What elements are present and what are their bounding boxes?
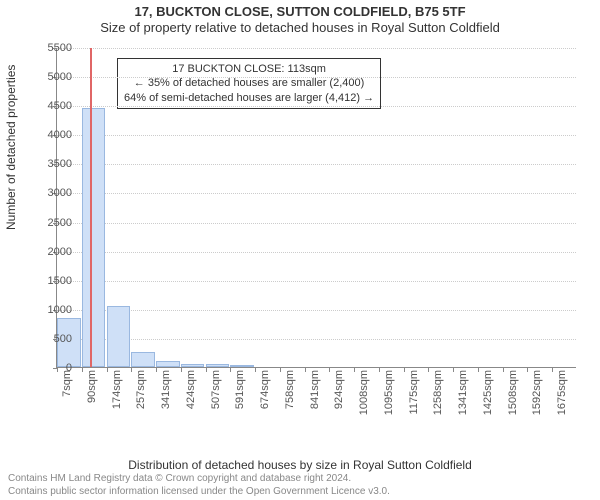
xtick-label: 758sqm [284,370,296,409]
chart-area: 17 BUCKTON CLOSE: 113sqm ← 35% of detach… [56,48,576,418]
xtick-label: 1175sqm [408,370,420,414]
footer-attribution: Contains HM Land Registry data © Crown c… [8,473,592,498]
chart-title-1: 17, BUCKTON CLOSE, SUTTON COLDFIELD, B75… [0,4,600,19]
xtick-mark [131,368,132,372]
ytick-label: 2000 [48,246,72,258]
gridline [57,77,576,78]
xtick-label: 1095sqm [383,370,395,415]
histogram-bar [181,364,205,367]
x-axis-label: Distribution of detached houses by size … [0,458,600,472]
xtick-label: 674sqm [259,370,271,409]
gridline [57,48,576,49]
xtick-label: 174sqm [111,370,123,409]
gridline [57,193,576,194]
xtick-label: 1675sqm [556,370,568,415]
xtick-label: 1592sqm [531,370,543,415]
gridline [57,135,576,136]
xtick-mark [379,368,380,372]
xtick-mark [305,368,306,372]
ytick-label: 3500 [48,158,72,170]
xtick-label: 1258sqm [432,370,444,415]
xtick-mark [527,368,528,372]
histogram-bar [206,364,230,367]
histogram-bar [156,361,180,367]
gridline [57,339,576,340]
histogram-bar [82,108,106,367]
chart-title-block: 17, BUCKTON CLOSE, SUTTON COLDFIELD, B75… [0,0,600,35]
footer-line2: Contains public sector information licen… [8,486,592,499]
xtick-label: 1341sqm [457,370,469,415]
histogram-bar [131,352,155,367]
xtick-mark [404,368,405,372]
gridline [57,223,576,224]
y-axis-label: Number of detached properties [4,65,18,230]
xtick-mark [453,368,454,372]
ytick-label: 4500 [48,100,72,112]
xtick-mark [255,368,256,372]
xtick-mark [354,368,355,372]
ytick-label: 0 [66,362,72,374]
xtick-mark [156,368,157,372]
gridline [57,164,576,165]
gridline [57,281,576,282]
xtick-label: 1008sqm [358,370,370,415]
histogram-bar [107,306,131,367]
ytick-label: 500 [54,333,72,345]
xtick-mark [503,368,504,372]
chart-title-2: Size of property relative to detached ho… [0,20,600,35]
xtick-mark [329,368,330,372]
gridline [57,106,576,107]
ytick-label: 5500 [48,42,72,54]
annotation-line2: ← 35% of detached houses are smaller (2,… [124,76,374,90]
xtick-label: 90sqm [86,370,98,403]
footer-line1: Contains HM Land Registry data © Crown c… [8,473,592,486]
xtick-label: 591sqm [234,370,246,409]
xtick-label: 924sqm [333,370,345,409]
xtick-label: 257sqm [135,370,147,409]
xtick-label: 7sqm [61,370,73,397]
xtick-mark [82,368,83,372]
xtick-label: 341sqm [160,370,172,409]
annotation-line3: 64% of semi-detached houses are larger (… [124,91,374,105]
xtick-mark [280,368,281,372]
xtick-mark [57,368,58,372]
xtick-mark [107,368,108,372]
xtick-mark [552,368,553,372]
gridline [57,310,576,311]
histogram-bar [230,365,254,367]
xtick-label: 1508sqm [507,370,519,415]
gridline [57,252,576,253]
ytick-label: 1000 [48,304,72,316]
xtick-mark [181,368,182,372]
xtick-mark [478,368,479,372]
highlight-marker-line [90,48,92,367]
annotation-box: 17 BUCKTON CLOSE: 113sqm ← 35% of detach… [117,58,381,109]
xtick-label: 841sqm [309,370,321,409]
ytick-label: 1500 [48,275,72,287]
xtick-mark [428,368,429,372]
xtick-label: 1425sqm [482,370,494,415]
ytick-label: 4000 [48,129,72,141]
ytick-label: 3000 [48,187,72,199]
ytick-label: 2500 [48,217,72,229]
ytick-label: 5000 [48,71,72,83]
xtick-mark [230,368,231,372]
plot-region: 17 BUCKTON CLOSE: 113sqm ← 35% of detach… [56,48,576,368]
xtick-label: 507sqm [210,370,222,409]
xtick-label: 424sqm [185,370,197,409]
annotation-line1: 17 BUCKTON CLOSE: 113sqm [124,62,374,76]
xtick-mark [206,368,207,372]
